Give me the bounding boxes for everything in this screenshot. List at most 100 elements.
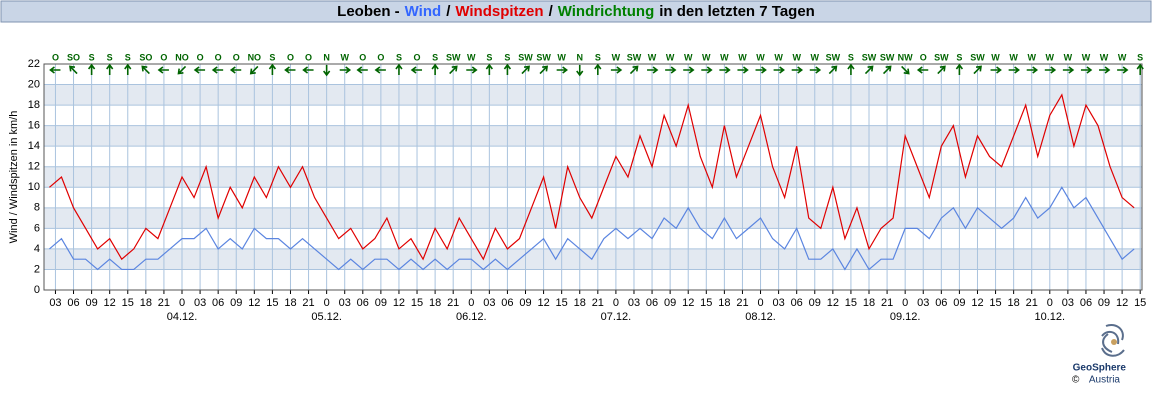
- direction-arrow: [177, 65, 187, 75]
- direction-arrow: [141, 65, 150, 75]
- x-tick-label: 15: [411, 297, 423, 309]
- direction-label: O: [52, 52, 59, 62]
- y-tick-label: 12: [28, 161, 40, 173]
- direction-label: W: [1118, 52, 1127, 62]
- y-tick-label: 16: [28, 120, 40, 132]
- direction-label: O: [215, 52, 222, 62]
- direction-label: S: [956, 52, 962, 62]
- direction-label: W: [648, 52, 657, 62]
- direction-label: NO: [248, 52, 262, 62]
- direction-arrow: [701, 66, 713, 74]
- x-tick-label: 21: [447, 297, 459, 309]
- x-tick-label: 09: [375, 297, 387, 309]
- grid-band: [44, 248, 1142, 270]
- x-tick-label: 21: [158, 297, 170, 309]
- x-tick-label: 18: [574, 297, 586, 309]
- x-tick-label: 21: [881, 297, 893, 309]
- x-tick-label: 21: [1026, 297, 1038, 309]
- direction-arrow: [901, 65, 910, 75]
- direction-label: S: [107, 52, 113, 62]
- x-tick-label: 0: [613, 297, 619, 309]
- direction-arrow: [556, 66, 568, 74]
- direction-label: SW: [970, 52, 985, 62]
- direction-arrow: [594, 63, 602, 75]
- x-tick-label: 06: [935, 297, 947, 309]
- direction-arrow: [828, 65, 838, 75]
- y-tick-label: 22: [28, 58, 40, 70]
- direction-arrow: [284, 66, 296, 74]
- direction-label: O: [377, 52, 384, 62]
- direction-arrow: [503, 63, 512, 75]
- direction-label: W: [1100, 52, 1109, 62]
- direction-label: SW: [826, 52, 841, 62]
- direction-arrow: [773, 66, 785, 74]
- direction-label: W: [720, 52, 729, 62]
- direction-label: NW: [898, 52, 913, 62]
- grid-band: [44, 207, 1142, 229]
- direction-label: S: [595, 52, 601, 62]
- y-tick-label: 20: [28, 78, 40, 90]
- direction-label: W: [774, 52, 783, 62]
- direction-label: O: [233, 52, 240, 62]
- x-tick-label: 12: [248, 297, 260, 309]
- x-tick-label: 09: [230, 297, 242, 309]
- direction-arrow: [916, 66, 929, 74]
- direction-label: S: [396, 52, 402, 62]
- direction-arrow: [539, 65, 549, 75]
- direction-arrow: [882, 65, 892, 75]
- date-label: 07.12.: [601, 311, 632, 323]
- direction-label: S: [125, 52, 131, 62]
- direction-label: SO: [139, 52, 152, 62]
- direction-arrow: [356, 66, 368, 74]
- direction-label: O: [920, 52, 927, 62]
- x-tick-label: 0: [468, 297, 474, 309]
- x-tick-label: 06: [791, 297, 803, 309]
- direction-arrow: [665, 66, 677, 74]
- date-label: 10.12.: [1035, 311, 1066, 323]
- direction-label: W: [612, 52, 621, 62]
- direction-label: O: [287, 52, 294, 62]
- title-part: Leoben -: [337, 3, 400, 20]
- date-label: 06.12.: [456, 311, 487, 323]
- direction-arrow: [374, 66, 386, 74]
- direction-label: W: [1009, 52, 1018, 62]
- y-tick-label: 6: [34, 222, 40, 234]
- x-tick-label: 15: [556, 297, 568, 309]
- x-tick-label: 12: [393, 297, 405, 309]
- direction-label: NO: [175, 52, 189, 62]
- x-tick-label: 09: [664, 297, 676, 309]
- title-part: Windrichtung: [558, 3, 655, 20]
- direction-arrow: [1008, 66, 1020, 74]
- x-tick-label: 12: [104, 297, 116, 309]
- direction-label: W: [702, 52, 711, 62]
- series-line: [49, 186, 1135, 271]
- x-tick-label: 03: [194, 297, 206, 309]
- x-tick-label: 18: [718, 297, 730, 309]
- direction-arrow: [69, 65, 78, 75]
- direction-label: W: [1082, 52, 1091, 62]
- direction-label: W: [467, 52, 476, 62]
- x-tick-label: 03: [483, 297, 495, 309]
- x-tick-label: 0: [324, 297, 330, 309]
- x-tick-label: 09: [519, 297, 531, 309]
- direction-label: S: [432, 52, 438, 62]
- direction-label: O: [305, 52, 312, 62]
- direction-arrow: [847, 63, 855, 75]
- x-tick-label: 09: [85, 297, 97, 309]
- x-tick-label: 0: [757, 297, 763, 309]
- x-tick-label: 03: [49, 297, 61, 309]
- x-tick-label: 0: [1047, 297, 1053, 309]
- x-tick-label: 03: [917, 297, 929, 309]
- direction-label: W: [738, 52, 747, 62]
- date-label: 04.12.: [167, 311, 198, 323]
- x-tick-label: 06: [646, 297, 658, 309]
- direction-label: W: [991, 52, 1000, 62]
- direction-label: SW: [627, 52, 642, 62]
- direction-label: W: [340, 52, 349, 62]
- direction-arrow: [737, 66, 749, 74]
- y-tick-label: 8: [34, 202, 40, 214]
- direction-label: W: [792, 52, 801, 62]
- x-tick-label: 18: [1008, 297, 1020, 309]
- x-tick-label: 09: [809, 297, 821, 309]
